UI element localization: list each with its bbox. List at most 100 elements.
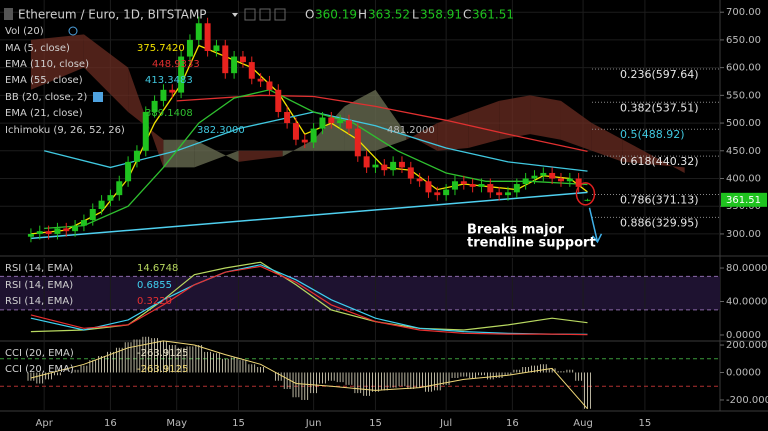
legend-label[interactable]: Vol (20) — [5, 26, 44, 37]
candle-body — [407, 167, 414, 179]
legend-value: 14.6748 — [137, 263, 178, 274]
legend-label[interactable]: EMA (110, close) — [5, 59, 89, 70]
candle-body — [575, 178, 582, 187]
candle-body — [248, 62, 255, 79]
candle-body — [186, 39, 193, 57]
legend-label[interactable]: BB (20, close, 2) — [5, 92, 87, 103]
candle-body — [301, 139, 308, 143]
candle-body — [443, 189, 450, 196]
rsi-line — [30, 265, 588, 336]
ichimoku-cloud — [499, 95, 531, 140]
legend-label[interactable]: CCI (20, EMA) — [5, 348, 74, 359]
legend-icon[interactable] — [68, 26, 78, 36]
candle-body — [80, 220, 87, 226]
candle-body — [469, 184, 476, 187]
candle-body — [284, 111, 291, 124]
x-tick-label: 15 — [232, 418, 245, 429]
candle-body — [363, 156, 370, 168]
candle-body — [390, 161, 397, 171]
legend-value: 413.3483 — [145, 75, 193, 86]
ichimoku-cloud — [406, 123, 438, 151]
candle-body — [354, 128, 361, 157]
header-button[interactable] — [259, 8, 271, 21]
ichimoku-cloud — [437, 111, 469, 151]
ohlc-value: 361.51 — [472, 8, 514, 22]
legend-label[interactable]: MA (5, close) — [5, 43, 70, 54]
legend-label[interactable]: CCI (20, EMA) — [5, 364, 74, 375]
legend-value: -263.9125 — [137, 348, 188, 359]
ohlc-letter: O — [305, 8, 314, 22]
candle-body — [531, 175, 538, 179]
candle-body — [451, 181, 458, 190]
candle-body — [116, 181, 123, 196]
ohlc-value: 360.19 — [315, 8, 357, 22]
fib-label: 0.382(537.51) — [620, 101, 699, 114]
y-tick-label: 300.00 — [726, 229, 761, 240]
candle-body — [345, 120, 352, 129]
overlay-line — [176, 94, 588, 153]
symbol-icon[interactable] — [4, 8, 13, 20]
y-tick-label: 550.00 — [726, 90, 761, 101]
candle-body — [54, 228, 61, 234]
fib-label: 0.5(488.92) — [620, 128, 685, 141]
candle-body — [45, 231, 52, 234]
candle-body — [381, 164, 388, 171]
x-tick-label: Apr — [36, 418, 54, 429]
candle-body — [566, 178, 573, 182]
y-tick-label: 0.0000 — [726, 367, 761, 378]
ichimoku-cloud — [83, 34, 129, 112]
legend-label[interactable]: EMA (55, close) — [5, 75, 83, 86]
ohlc-letter: C — [463, 8, 471, 22]
candle-body — [213, 45, 220, 51]
candle-body — [107, 195, 114, 201]
candle-body — [195, 23, 202, 40]
legend-label[interactable]: RSI (14, EMA) — [5, 263, 73, 274]
rsi-line — [30, 261, 588, 333]
ohlc-value: 358.91 — [420, 8, 462, 22]
x-tick-label: Jun — [305, 418, 322, 429]
candle-body — [231, 56, 238, 74]
legend-label[interactable]: RSI (14, EMA) — [5, 296, 73, 307]
ichimoku-cloud — [653, 156, 685, 173]
candle-body — [328, 117, 335, 124]
axis-strip — [720, 0, 768, 431]
overlay-line — [30, 44, 588, 235]
legend-value: 389.1408 — [145, 108, 193, 119]
y-tick-label: 400.00 — [726, 174, 761, 185]
candle-body — [460, 181, 467, 185]
y-tick-label: 40.0000 — [726, 297, 767, 308]
candle-body — [425, 181, 432, 193]
ichimoku-cloud — [30, 34, 84, 90]
ichimoku-cloud — [622, 139, 654, 165]
symbol-title[interactable]: Ethereum / Euro, 1D, BITSTAMP — [18, 8, 207, 22]
x-tick-label: 15 — [639, 418, 652, 429]
legend-value: 0.6855 — [137, 280, 172, 291]
legend-label[interactable]: RSI (14, EMA) — [5, 280, 73, 291]
header-button[interactable] — [244, 8, 256, 21]
candle-body — [266, 81, 273, 90]
candle-body — [416, 178, 423, 182]
dropdown-arrow[interactable] — [232, 13, 238, 17]
legend-label[interactable]: EMA (21, close) — [5, 108, 83, 119]
legend-label[interactable]: Ichimoku (9, 26, 52, 26) — [5, 125, 125, 136]
legend-icon[interactable] — [93, 92, 103, 102]
annotation: Breaks major — [467, 223, 565, 238]
y-tick-label: 80.0000 — [726, 263, 767, 274]
ichimoku-cloud — [282, 139, 314, 157]
candle-body — [337, 120, 344, 124]
ohlc-letter: L — [412, 8, 419, 22]
candle-body — [125, 161, 132, 182]
candle-body — [27, 233, 34, 237]
candle-body — [487, 184, 494, 193]
candle-body — [98, 200, 105, 209]
candle-body — [549, 172, 556, 179]
trendline — [30, 191, 588, 240]
highlight-circle — [575, 182, 596, 206]
candle-body — [151, 100, 158, 112]
x-tick-label: Jul — [439, 418, 452, 429]
ichimoku-cloud — [194, 139, 239, 168]
candle-body — [504, 192, 511, 196]
candle-body — [434, 192, 441, 196]
header-button[interactable] — [274, 8, 286, 21]
